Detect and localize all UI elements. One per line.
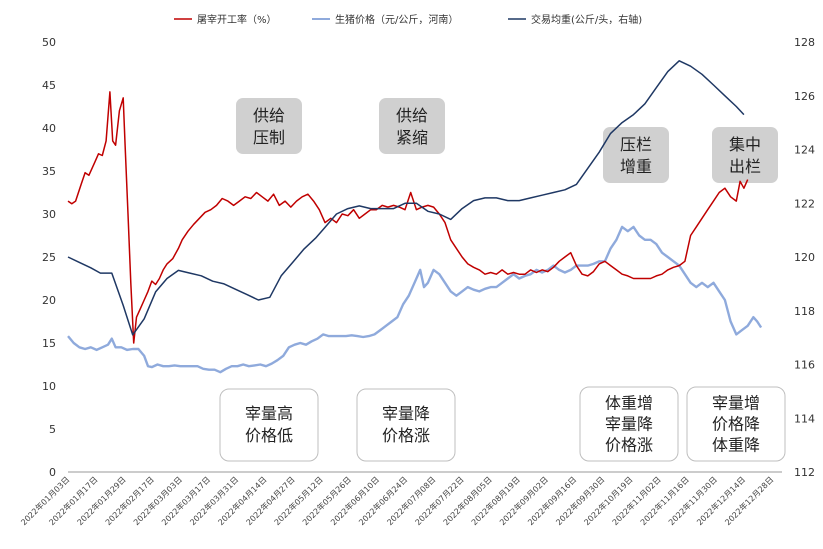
y-left-tick-label: 35 xyxy=(42,165,56,178)
annotation-line: 体重降 xyxy=(712,436,760,455)
chart-series xyxy=(67,60,763,374)
x-tick-label: 2022年10月19日 xyxy=(582,474,635,527)
y-right-tick-label: 114 xyxy=(794,412,815,425)
y-right-tick-label: 120 xyxy=(794,251,815,264)
x-tick-label: 2022年01月17日 xyxy=(47,474,100,527)
x-tick-label: 2022年09月16日 xyxy=(525,474,578,527)
x-tick-label: 2022年08月19日 xyxy=(469,474,522,527)
x-tick-label: 2022年11月02日 xyxy=(610,474,663,527)
x-tick-label: 2022年09月02日 xyxy=(497,474,550,527)
annotation-line: 价格低 xyxy=(245,426,293,445)
annotation-line: 宰量降 xyxy=(605,415,653,434)
y-left-tick-label: 20 xyxy=(42,294,56,307)
annotation-line: 增重 xyxy=(620,157,652,176)
annotation-background xyxy=(603,127,669,183)
x-tick-label: 2022年05月26日 xyxy=(300,474,353,527)
legend-label-avg-weight: 交易均重(公斤/头，右轴) xyxy=(531,13,642,26)
x-axis-ticks: 2022年01月03日2022年01月17日2022年01月29日2022年02… xyxy=(19,474,776,527)
x-tick-label: 2022年05月12日 xyxy=(272,474,325,527)
annotation-line: 供给 xyxy=(253,106,285,125)
x-tick-label: 2022年06月10日 xyxy=(328,474,381,527)
annotation-background xyxy=(686,386,786,462)
x-tick-label: 2022年03月31日 xyxy=(188,474,241,527)
annotation-line: 体重增 xyxy=(605,394,653,413)
hog-price-line xyxy=(67,225,763,374)
annotation-background xyxy=(236,98,302,154)
y-left-tick-label: 15 xyxy=(42,337,56,350)
y-right-tick-label: 122 xyxy=(794,197,815,210)
y-left-tick-label: 45 xyxy=(42,79,56,92)
annotation-line: 价格涨 xyxy=(382,426,430,445)
y-right-tick-label: 112 xyxy=(794,466,815,479)
annotation-background xyxy=(379,98,445,154)
y-left-tick-label: 50 xyxy=(42,36,56,49)
y-left-tick-label: 10 xyxy=(42,380,56,393)
x-tick-label: 2022年12月28日 xyxy=(723,474,776,527)
annotation-line: 压栏 xyxy=(620,135,652,154)
left-y-axis: 0 5 10 15 20 25 30 35 40 45 50 xyxy=(42,36,56,479)
annotation-line: 宰量高 xyxy=(245,404,293,423)
x-tick-label: 2022年04月14日 xyxy=(216,474,269,527)
x-tick-label: 2022年04月27日 xyxy=(244,474,297,527)
x-tick-label: 2022年03月03日 xyxy=(131,474,184,527)
annotation-line: 压制 xyxy=(253,128,285,147)
y-right-tick-label: 126 xyxy=(794,90,815,103)
annotation-line: 供给 xyxy=(396,106,428,125)
x-tick-label: 2022年11月16日 xyxy=(638,474,691,527)
y-right-tick-label: 124 xyxy=(794,144,815,157)
chart-legend: 屠宰开工率（%） 生猪价格（元/公斤，河南） 交易均重(公斤/头，右轴) xyxy=(174,13,642,26)
x-tick-label: 2022年03月17日 xyxy=(159,474,212,527)
annotation-line: 紧缩 xyxy=(396,128,428,147)
annotation-line: 宰量降 xyxy=(382,404,430,423)
slaughter-rate-line xyxy=(67,91,749,344)
annotation-line: 出栏 xyxy=(729,157,761,176)
legend-label-hog-price: 生猪价格（元/公斤，河南） xyxy=(335,13,458,26)
y-right-tick-label: 118 xyxy=(794,305,815,318)
y-left-tick-label: 25 xyxy=(42,251,56,264)
y-left-tick-label: 30 xyxy=(42,208,56,221)
annotation-background xyxy=(219,388,319,462)
right-y-axis: 112 114 116 118 120 122 124 126 128 xyxy=(794,36,815,479)
annotation-line: 价格降 xyxy=(712,415,760,434)
x-tick-label: 2022年06月24日 xyxy=(357,474,410,527)
annotation-background xyxy=(356,388,456,462)
y-right-tick-label: 128 xyxy=(794,36,815,49)
y-right-tick-label: 116 xyxy=(794,359,815,372)
y-left-tick-label: 40 xyxy=(42,122,56,135)
annotation-background xyxy=(579,386,679,462)
x-tick-label: 2022年07月08日 xyxy=(385,474,438,527)
avg-weight-line xyxy=(67,60,745,336)
annotation-background xyxy=(712,127,778,183)
x-tick-label: 2022年09月30日 xyxy=(554,474,607,527)
annotation-line: 集中 xyxy=(729,135,761,154)
x-tick-label: 2022年01月29日 xyxy=(75,474,128,527)
x-tick-label: 2022年01月03日 xyxy=(19,474,72,527)
x-tick-label: 2022年07月22日 xyxy=(413,474,466,527)
x-tick-label: 2022年02月17日 xyxy=(103,474,156,527)
x-tick-label: 2022年11月30日 xyxy=(666,474,719,527)
annotation-line: 宰量增 xyxy=(712,394,760,413)
annotation-line: 价格涨 xyxy=(605,436,653,455)
x-tick-label: 2022年12月14日 xyxy=(694,474,747,527)
legend-label-slaughter-rate: 屠宰开工率（%） xyxy=(197,13,277,26)
y-left-tick-label: 5 xyxy=(49,423,56,436)
x-tick-label: 2022年08月05日 xyxy=(441,474,494,527)
y-left-tick-label: 0 xyxy=(49,466,56,479)
